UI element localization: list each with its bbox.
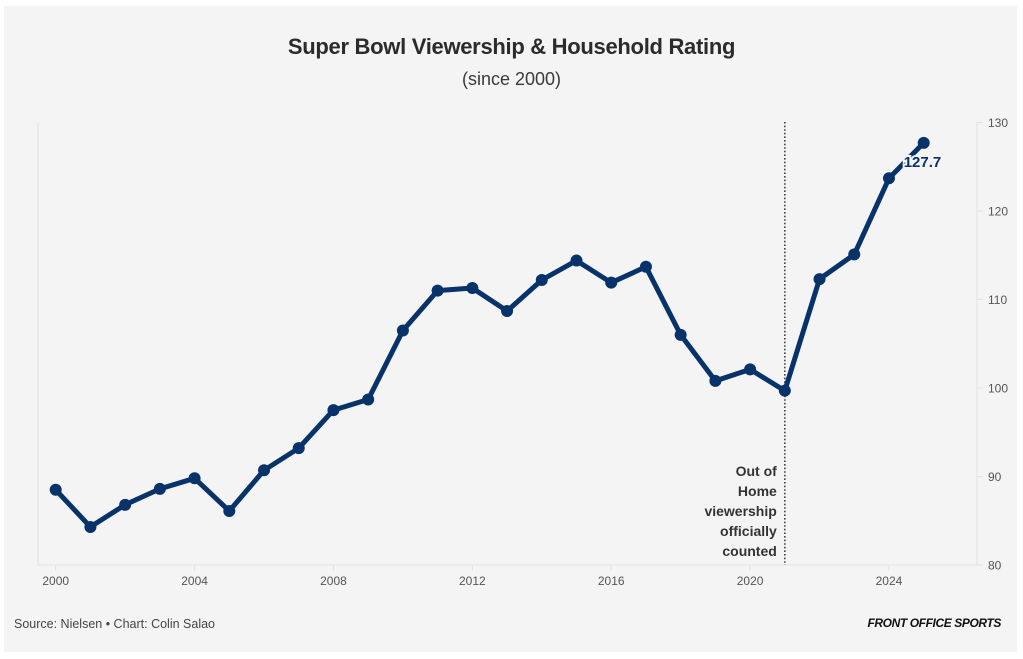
annotation-text-line: Out of (736, 463, 778, 479)
data-point (778, 384, 791, 397)
data-point (535, 274, 548, 287)
series-viewership (49, 136, 930, 533)
data-point (49, 483, 62, 496)
data-point (153, 482, 166, 495)
source-credit: Source: Nielsen • Chart: Colin Salao (14, 617, 216, 631)
y-axis-ticks: 80 90 100 110 120 130 (977, 116, 1008, 573)
data-point (605, 276, 618, 289)
x-tick-label: 2020 (737, 574, 764, 588)
series-line (53, 140, 927, 530)
x-tick-label: 2004 (181, 574, 208, 588)
data-point (362, 393, 375, 406)
x-tick-label: 2008 (320, 574, 347, 588)
data-point (674, 328, 687, 341)
x-tick-label: 2016 (598, 574, 625, 588)
annotation-text-line: officially (720, 523, 777, 539)
x-axis-ticks: 2000 2004 2008 2012 2016 2020 2024 (42, 565, 903, 588)
data-point (639, 260, 652, 273)
data-point (570, 254, 583, 267)
data-point (292, 442, 305, 455)
y-tick-label: 130 (988, 116, 1008, 130)
annotation-text-line: viewership (704, 503, 776, 519)
value-labels: 127.7 (902, 152, 944, 173)
data-point (882, 172, 895, 185)
x-tick-label: 2012 (459, 574, 486, 588)
y-tick-label: 110 (988, 293, 1007, 307)
y-tick-label: 80 (988, 559, 1002, 573)
brand-logo: FRONT OFFICE SPORTS (867, 616, 1001, 630)
x-tick-label: 2024 (876, 574, 903, 588)
data-point (744, 363, 757, 376)
data-point (501, 305, 514, 318)
data-point (813, 273, 826, 286)
data-point (917, 136, 930, 149)
annotation-text-line: Home (738, 483, 777, 499)
last-value-label: 127.7 (904, 154, 942, 171)
data-point (223, 505, 236, 518)
data-point (327, 404, 340, 417)
chart-card (4, 6, 1017, 652)
annotation-out-of-home: Out of Home viewership officially counted (704, 122, 786, 565)
chart-title: Super Bowl Viewership & Household Rating (287, 34, 736, 59)
data-point (119, 498, 132, 511)
annotation-text-line: counted (722, 543, 776, 559)
y-tick-label: 120 (988, 205, 1008, 219)
data-point (188, 472, 201, 485)
data-point (709, 374, 722, 387)
data-point (258, 464, 271, 477)
data-point (466, 281, 479, 294)
x-tick-label: 2000 (42, 574, 69, 588)
data-point (84, 520, 97, 533)
y-tick-label: 100 (988, 382, 1008, 396)
data-point (396, 324, 409, 337)
data-point (431, 284, 444, 297)
chart-subtitle: (since 2000) (461, 69, 562, 89)
data-point (848, 248, 861, 261)
y-tick-label: 90 (988, 470, 1002, 484)
